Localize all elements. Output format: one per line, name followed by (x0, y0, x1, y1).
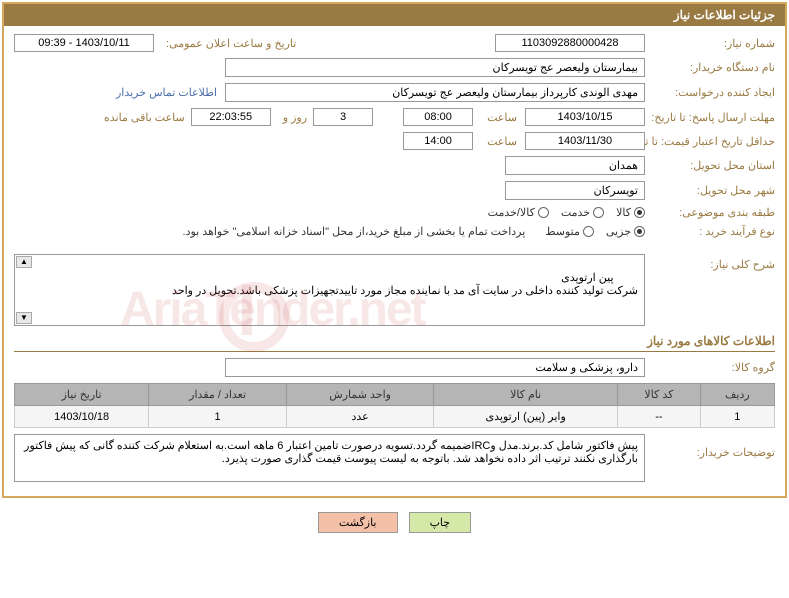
time-label-1: ساعت (481, 111, 517, 124)
table-cell: وایر (پین) ارتوپدی (434, 406, 618, 428)
desc-label: شرح کلی نیاز: (645, 254, 775, 271)
process-radio-group: جزیی متوسط (545, 225, 645, 238)
province-field: همدان (505, 156, 645, 175)
category-label: طبقه بندی موضوعی: (645, 206, 775, 219)
desc-textarea[interactable]: پین ارتوپدی شرکت تولید کننده داخلی در سا… (14, 254, 645, 326)
table-cell: -- (618, 406, 701, 428)
buyer-notes-box: پیش فاکتور شامل کد.برند.مدل وIRCضمیمه گر… (14, 434, 645, 482)
goods-section-title: اطلاعات کالاهای مورد نیاز (14, 334, 775, 352)
table-header: تعداد / مقدار (149, 384, 287, 406)
requester-field: مهدی الوندی کارپرداز بیمارستان ولیعصر عج… (225, 83, 645, 102)
requester-label: ایجاد کننده درخواست: (645, 86, 775, 99)
radio-service[interactable]: خدمت (561, 206, 604, 219)
radio-partial[interactable]: جزیی (606, 225, 645, 238)
main-panel: جزئیات اطلاعات نیاز شماره نیاز: 11030928… (2, 2, 787, 498)
deadline-time-field: 08:00 (403, 108, 473, 126)
category-radio-group: کالا خدمت کالا/خدمت (488, 206, 645, 219)
radio-icon (538, 207, 549, 218)
validity-label: حداقل تاریخ اعتبار قیمت: تا تاریخ: (645, 135, 775, 148)
button-row: چاپ بازگشت (0, 500, 789, 539)
table-header: نام کالا (434, 384, 618, 406)
radio-icon (634, 207, 645, 218)
process-note: پرداخت تمام یا بخشی از مبلغ خرید،از محل … (183, 225, 526, 238)
need-no-field: 1103092880000428 (495, 34, 645, 52)
contact-link[interactable]: اطلاعات تماس خریدار (116, 86, 217, 99)
scroll-up-icon[interactable]: ▲ (16, 256, 32, 268)
validity-time-field: 14:00 (403, 132, 473, 150)
scroll-arrows: ▲ ▼ (16, 256, 32, 324)
table-cell: 1 (700, 406, 774, 428)
panel-title: جزئیات اطلاعات نیاز (4, 4, 785, 26)
need-no-label: شماره نیاز: (645, 37, 775, 50)
table-header: کد کالا (618, 384, 701, 406)
table-row: 1--وایر (پین) ارتوپدیعدد11403/10/18 (15, 406, 775, 428)
buyer-notes-label: توضیحات خریدار: (645, 434, 775, 459)
days-field: 3 (313, 108, 373, 126)
table-cell: 1 (149, 406, 287, 428)
city-label: شهر محل تحویل: (645, 184, 775, 197)
buyer-org-field: بیمارستان ولیعصر عج تویسرکان (225, 58, 645, 77)
deadline-date-field: 1403/10/15 (525, 108, 645, 126)
radio-goods[interactable]: کالا (616, 206, 645, 219)
goods-table: ردیفکد کالانام کالاواحد شمارشتعداد / مقد… (14, 383, 775, 428)
deadline-label: مهلت ارسال پاسخ: تا تاریخ: (645, 111, 775, 124)
province-label: استان محل تحویل: (645, 159, 775, 172)
scroll-down-icon[interactable]: ▼ (16, 312, 32, 324)
buyer-org-label: نام دستگاه خریدار: (645, 61, 775, 74)
print-button[interactable]: چاپ (409, 512, 472, 533)
table-header: تاریخ نیاز (15, 384, 149, 406)
announce-field: 1403/10/11 - 09:39 (14, 34, 154, 52)
goods-group-field: دارو، پزشکی و سلامت (225, 358, 645, 377)
city-field: تویسرکان (505, 181, 645, 200)
table-header: واحد شمارش (287, 384, 434, 406)
table-header: ردیف (700, 384, 774, 406)
radio-medium[interactable]: متوسط (545, 225, 594, 238)
radio-both[interactable]: کالا/خدمت (488, 206, 549, 219)
validity-date-field: 1403/11/30 (525, 132, 645, 150)
process-label: نوع فرآیند خرید : (645, 225, 775, 238)
time-label-2: ساعت (481, 135, 517, 148)
table-cell: 1403/10/18 (15, 406, 149, 428)
remaining-label: ساعت باقی مانده (98, 111, 185, 124)
radio-icon (593, 207, 604, 218)
back-button[interactable]: بازگشت (318, 512, 398, 533)
announce-label: تاریخ و ساعت اعلان عمومی: (160, 37, 296, 50)
radio-icon (583, 226, 594, 237)
table-cell: عدد (287, 406, 434, 428)
remaining-time-field: 22:03:55 (191, 108, 271, 126)
radio-icon (634, 226, 645, 237)
goods-group-label: گروه کالا: (645, 361, 775, 374)
days-label: روز و (277, 111, 307, 124)
